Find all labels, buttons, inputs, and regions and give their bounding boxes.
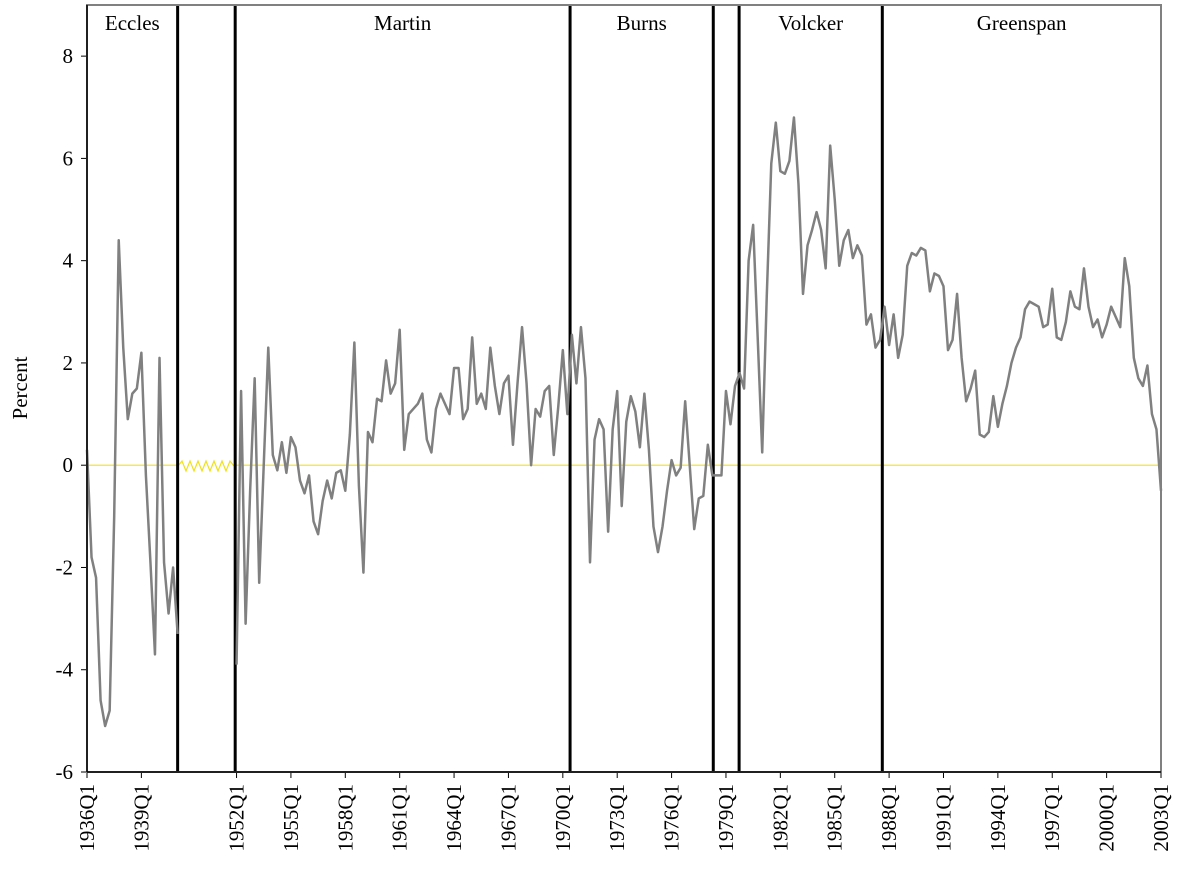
x-tick-label: 1952Q1: [225, 784, 249, 852]
y-tick-label: 2: [63, 351, 74, 375]
x-tick-label: 1976Q1: [660, 784, 684, 852]
x-tick-label: 1994Q1: [986, 784, 1010, 852]
x-tick-label: 1991Q1: [931, 784, 955, 852]
x-tick-label: 1958Q1: [333, 784, 357, 852]
regime-label: Volcker: [778, 11, 843, 35]
regime-label: Greenspan: [977, 11, 1067, 35]
x-tick-label: 1979Q1: [714, 784, 738, 852]
y-axis-label: Percent: [8, 356, 32, 419]
x-tick-label: 1961Q1: [388, 784, 412, 852]
x-tick-label: 1970Q1: [551, 784, 575, 852]
y-tick-label: -4: [56, 658, 74, 682]
x-tick-label: 2003Q1: [1149, 784, 1173, 852]
y-tick-label: -6: [56, 760, 74, 784]
x-tick-label: 1982Q1: [768, 784, 792, 852]
plot-frame: [86, 4, 1162, 773]
y-tick-label: 8: [63, 44, 74, 68]
x-tick-label: 1973Q1: [605, 784, 629, 852]
y-tick-label: 0: [63, 453, 74, 477]
x-tick-label: 1939Q1: [129, 784, 153, 852]
data-line: [85, 116, 1163, 728]
x-tick-label: 1967Q1: [496, 784, 520, 852]
y-tick-label: 6: [63, 146, 74, 170]
x-tick-label: 1997Q1: [1040, 784, 1064, 852]
y-tick-label: 4: [63, 249, 74, 273]
regime-label: Burns: [617, 11, 667, 35]
x-tick-label: 2000Q1: [1095, 784, 1119, 852]
x-tick-label: 1936Q1: [75, 784, 99, 852]
regime-label: Eccles: [105, 11, 160, 35]
x-tick-label: 1955Q1: [279, 784, 303, 852]
x-tick-label: 1964Q1: [442, 784, 466, 852]
x-tick-label: 1988Q1: [877, 784, 901, 852]
axis-break: [177, 459, 235, 473]
x-tick-label: 1985Q1: [823, 784, 847, 852]
y-tick-label: -2: [56, 555, 74, 579]
regime-label: Martin: [374, 11, 432, 35]
